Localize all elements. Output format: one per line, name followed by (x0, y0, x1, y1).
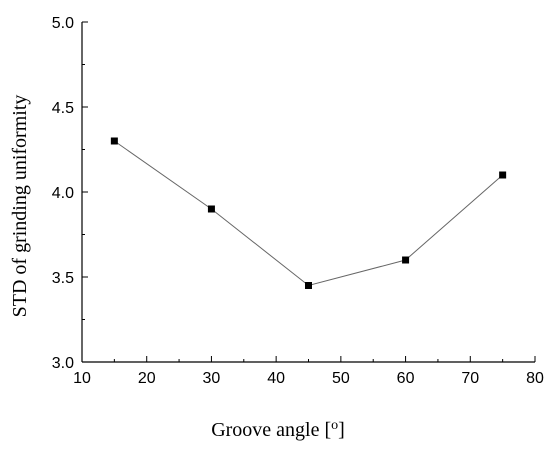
y-tick-label: 5.0 (52, 15, 74, 32)
plot-frame (81, 22, 535, 363)
x-tick-label: 30 (203, 370, 221, 387)
data-point (110, 137, 118, 145)
x-axis-label-degree: o (331, 418, 338, 433)
y-axis-label: STD of grinding uniformity (9, 95, 31, 318)
x-tick-label: 70 (461, 370, 479, 387)
data-point (402, 256, 410, 264)
x-axis-label-text: Groove angle [ (211, 419, 331, 441)
x-axis-label: Groove angle [o] (211, 418, 345, 442)
series-layer (110, 137, 507, 289)
x-tick-label: 40 (267, 370, 285, 387)
data-point (207, 205, 215, 213)
x-tick-label: 20 (138, 370, 156, 387)
x-axis-ticks: 10 20 30 40 50 60 70 80 (73, 356, 544, 387)
y-tick-label: 4.5 (52, 100, 74, 117)
series-line (114, 140, 503, 287)
data-point (499, 171, 507, 179)
x-tick-label: 60 (397, 370, 415, 387)
x-tick-label: 50 (332, 370, 350, 387)
y-tick-label: 3.0 (52, 355, 74, 372)
x-tick-label: 10 (73, 370, 91, 387)
x-axis-label-close: ] (338, 419, 345, 441)
data-point (305, 282, 312, 289)
y-axis-ticks: 3.0 3.5 4.0 4.5 5.0 (52, 15, 88, 372)
x-tick-label: 80 (526, 370, 544, 387)
y-tick-label: 4.0 (52, 185, 74, 202)
y-tick-label: 3.5 (52, 270, 74, 287)
